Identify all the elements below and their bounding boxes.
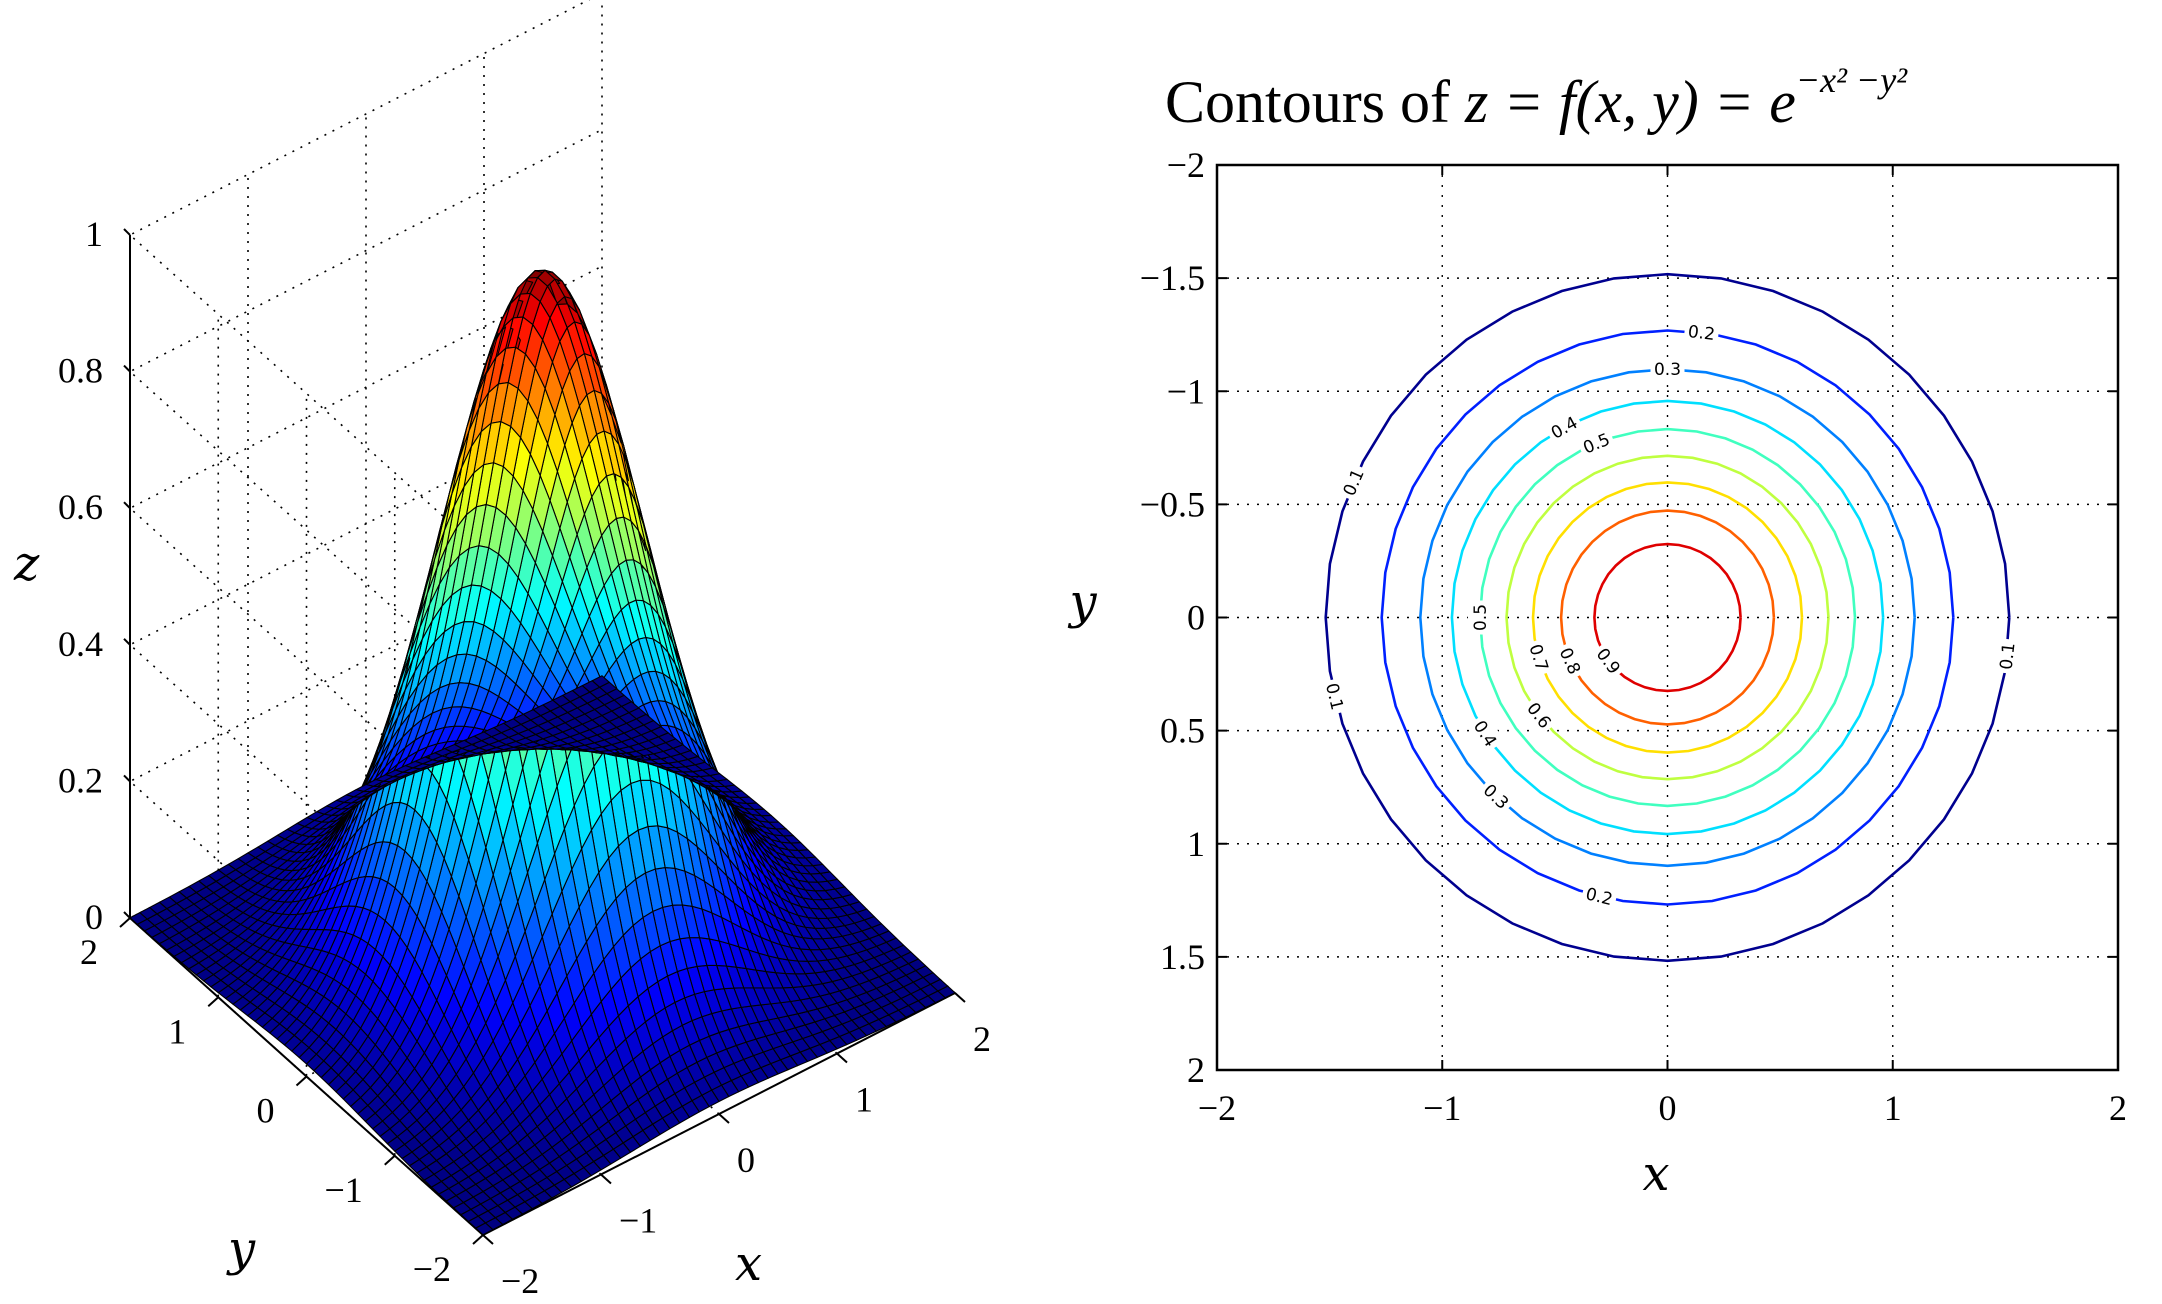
contour-level-labels: 0.10.10.10.20.20.30.30.40.40.50.50.60.7 0… <box>1319 318 2021 912</box>
surface-x-tick <box>718 1113 730 1124</box>
contour-x-tick-label: 2 <box>2109 1088 2127 1128</box>
contour-y-tick-label: −0.5 <box>1140 484 1205 524</box>
surface-y-tick <box>384 1155 396 1166</box>
contour-label-bg <box>1319 677 1351 716</box>
surface-z-tick-label: 0.6 <box>58 487 103 527</box>
surface-y-tick <box>119 917 131 928</box>
contour-line <box>1505 454 1830 781</box>
contour-level-label: 0.3 <box>1654 360 1681 380</box>
contour-label-bg <box>1467 600 1492 635</box>
surface-patch <box>129 912 148 925</box>
surface-x-axis-label: x <box>735 1236 762 1292</box>
surface-y-tick-label: 0 <box>257 1091 275 1131</box>
contour-level-label: 0.2 <box>1687 322 1716 345</box>
surface-z-tick <box>123 364 131 373</box>
contour-x-axis-label: x <box>1642 1146 1669 1202</box>
surface-z-axis-label: z <box>13 536 40 592</box>
surface-y-tick-label: 2 <box>80 932 98 972</box>
surface-z-tick-label: 0 <box>85 897 103 937</box>
contour-label-bg <box>1543 408 1585 447</box>
surface-z-tick <box>123 638 131 646</box>
surface-z-tick-label: 0.8 <box>58 351 103 391</box>
contour-level-label: 0.5 <box>1471 604 1491 631</box>
surface-x-tick-label: 0 <box>737 1140 755 1180</box>
contour-title-text: Contours of <box>1165 69 1465 135</box>
contour-label-bg <box>1579 880 1619 912</box>
surface-z-tick-label: 0.2 <box>58 760 103 800</box>
contour-label-bg <box>1588 640 1629 682</box>
contour-line <box>1559 509 1776 726</box>
contour-y-tick-label: 1.5 <box>1160 937 1205 977</box>
contour-label-bg <box>1519 694 1560 737</box>
contour-line <box>1593 542 1742 693</box>
surface-y-axis-label: y <box>226 1221 256 1277</box>
surface-x-tick-label: 1 <box>855 1080 873 1120</box>
contour-label-bg <box>1993 637 2021 675</box>
contour-line <box>1450 399 1885 836</box>
surface-y-tick-label: 1 <box>168 1011 186 1051</box>
contour-line <box>1380 329 1955 906</box>
surface-ticks: 0 0.2 0.4 0.6 0.8 1 −2 −1 0 1 2 −2 −1 0 1 2 <box>58 214 991 1301</box>
contour-label-bg <box>1650 357 1685 382</box>
surface-y-tick <box>207 996 219 1007</box>
contour-x-tick-label: −2 <box>1198 1088 1236 1128</box>
surface-x-tick-label: 2 <box>973 1019 991 1059</box>
surface-x-tick <box>836 1052 848 1064</box>
surface-y-tick <box>295 1075 308 1087</box>
surface-gridline-z <box>128 265 603 826</box>
surface-gridline-z <box>128 128 603 690</box>
contour-grid <box>1217 165 2118 1070</box>
contour-plot: Contours of z = f(x, y) = e−x² −y² 0.1 0.… <box>1067 60 2127 1202</box>
contour-title: Contours of z = f(x, y) = e−x² −y² <box>1165 60 1908 135</box>
surface-z-tick <box>123 228 131 236</box>
surface-x-tick <box>600 1173 612 1185</box>
surface-gridline-z <box>128 402 603 963</box>
surface-x-tick <box>954 992 966 1003</box>
contour-x-tick-label: −1 <box>1423 1088 1461 1128</box>
surface-mesh <box>129 269 956 1236</box>
surface-z-tick <box>123 911 131 919</box>
contour-label-bg <box>1335 461 1372 503</box>
surface-y-tick <box>472 1234 484 1245</box>
contour-level-label: 0.1 <box>1997 642 2020 671</box>
contour-y-tick-label: 1 <box>1187 824 1205 864</box>
contour-label-bg <box>1475 776 1517 817</box>
surface-gridline-z <box>128 0 591 553</box>
contour-x-tick-label: 1 <box>1884 1088 1902 1128</box>
surface-x-tick <box>482 1234 494 1245</box>
contour-y-tick-label: −1 <box>1167 371 1205 411</box>
contour-y-tick-label: −1.5 <box>1140 258 1205 298</box>
surface-z-tick-label: 0.4 <box>58 624 103 664</box>
surface-x-tick-label: −2 <box>501 1261 539 1301</box>
contour-label-bg <box>1576 425 1617 461</box>
surface-y-tick-label: −1 <box>324 1170 362 1210</box>
surface-z-tick <box>123 774 131 783</box>
contour-y-tick-label: 2 <box>1187 1050 1205 1090</box>
surface-z-tick-label: 1 <box>85 214 103 254</box>
contour-label-bg <box>1552 640 1589 682</box>
contour-y-tick-label: 0.5 <box>1160 711 1205 751</box>
contour-ticks: −2 −1 0 1 2 2 1.5 1 0.5 0 −0.5 −1 −1.5 −2 <box>1140 145 2127 1128</box>
contour-title-exponent: −x² −y² <box>1796 60 1908 100</box>
contour-x-tick-label: 0 <box>1659 1088 1677 1128</box>
contour-label-bg <box>1683 318 1720 347</box>
contour-y-tick-label: −2 <box>1167 145 1205 185</box>
contour-y-tick-label: 0 <box>1187 598 1205 638</box>
contour-label-bg <box>1522 637 1556 678</box>
surface-z-tick <box>123 501 131 509</box>
contour-y-axis-label: y <box>1067 574 1097 630</box>
contour-line <box>1324 272 2011 963</box>
contour-line <box>1531 481 1804 754</box>
contour-lines <box>1324 272 2011 963</box>
surface-x-tick-label: −1 <box>619 1201 657 1241</box>
contour-label-bg <box>1466 712 1505 755</box>
contour-title-math: z = f(x, y) = e <box>1464 69 1796 135</box>
surface-y-tick-label: −2 <box>413 1249 451 1289</box>
contour-line <box>1418 367 1916 868</box>
surface-plot: 0 0.2 0.4 0.6 0.8 1 −2 −1 0 1 2 −2 −1 0 1 2 z y x <box>13 0 991 1301</box>
